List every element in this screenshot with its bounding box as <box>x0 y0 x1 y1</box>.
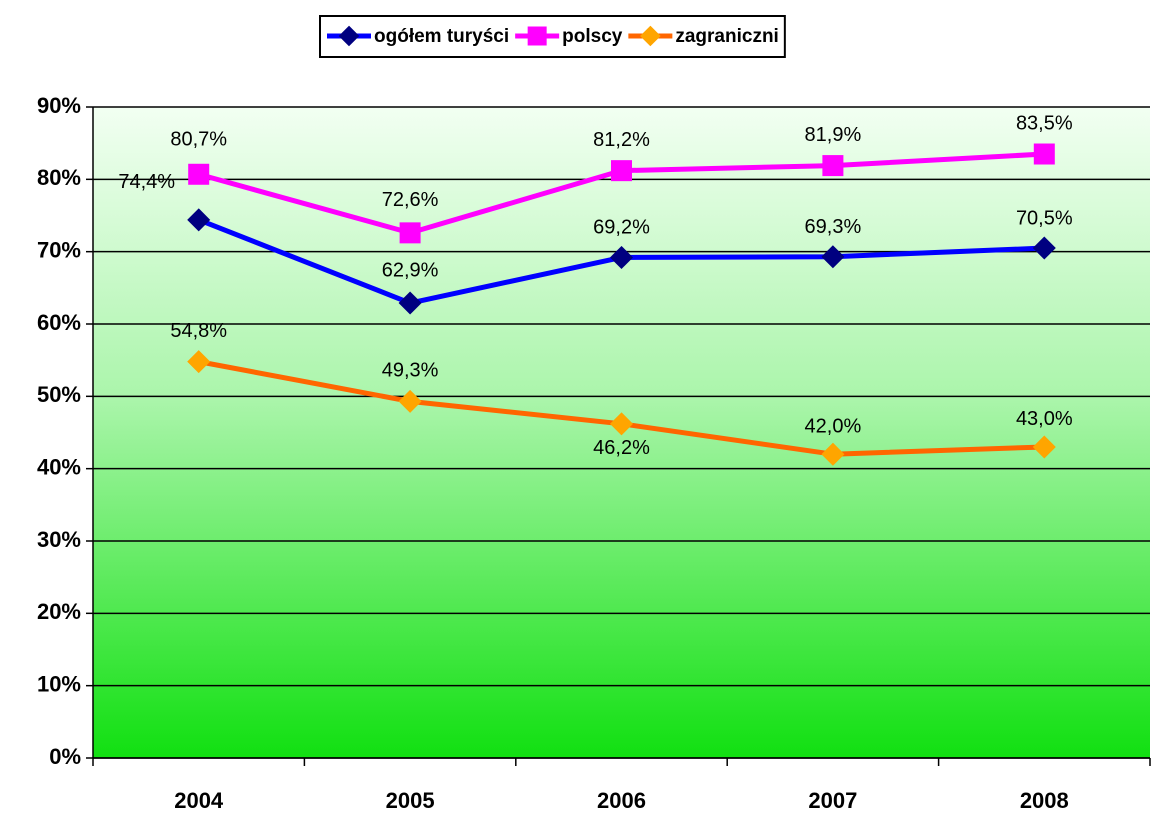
legend-marker <box>527 26 547 46</box>
x-tick-label: 2004 <box>174 788 224 813</box>
legend-marker <box>338 25 360 47</box>
data-point <box>821 245 845 269</box>
data-label: 70,5% <box>1016 207 1073 229</box>
data-point <box>1032 435 1056 459</box>
data-point <box>822 155 844 177</box>
data-label: 72,6% <box>382 189 439 211</box>
data-point <box>1032 236 1056 260</box>
legend-label: polscy <box>562 26 623 47</box>
data-label: 81,2% <box>593 129 650 151</box>
data-label: 49,3% <box>382 360 439 382</box>
legend: ogółem turyści polscy zagraniczni <box>319 15 786 58</box>
data-point <box>611 160 632 182</box>
data-label: 54,8% <box>170 320 227 342</box>
data-point <box>609 245 634 269</box>
data-point <box>399 222 421 244</box>
data-point <box>187 208 211 232</box>
data-point <box>398 389 422 413</box>
data-point <box>188 163 210 185</box>
y-tick-label: 20% <box>37 599 81 624</box>
legend-label: zagraniczni <box>675 26 778 47</box>
data-point <box>821 442 845 466</box>
data-label: 42,0% <box>805 415 862 437</box>
data-point <box>398 291 422 315</box>
y-tick-label: 50% <box>37 382 81 407</box>
data-label: 81,9% <box>805 124 862 146</box>
data-label: 69,3% <box>805 216 862 238</box>
y-tick-label: 60% <box>37 310 81 335</box>
y-tick-label: 40% <box>37 454 81 479</box>
data-label: 62,9% <box>382 259 439 281</box>
y-tick-label: 70% <box>37 237 81 262</box>
y-tick-label: 10% <box>37 671 81 696</box>
data-label: 83,5% <box>1016 112 1073 134</box>
data-point <box>187 350 211 374</box>
data-point <box>1033 143 1055 165</box>
y-tick-label: 80% <box>37 165 81 190</box>
data-label: 69,2% <box>593 217 650 239</box>
y-tick-label: 0% <box>49 744 81 769</box>
data-label: 46,2% <box>593 437 650 459</box>
data-label: 74,4% <box>118 171 175 193</box>
x-tick-label: 2007 <box>808 788 857 813</box>
x-tick-label: 2008 <box>1020 788 1069 813</box>
x-tick-label: 2005 <box>386 788 435 813</box>
legend-label: ogółem turyści <box>374 26 509 47</box>
legend-marker <box>640 25 661 47</box>
data-label: 80,7% <box>170 129 227 151</box>
data-label: 43,0% <box>1016 408 1073 430</box>
data-point <box>609 412 634 436</box>
x-tick-label: 2006 <box>597 788 646 813</box>
y-tick-label: 90% <box>37 93 81 118</box>
y-tick-label: 30% <box>37 527 81 552</box>
